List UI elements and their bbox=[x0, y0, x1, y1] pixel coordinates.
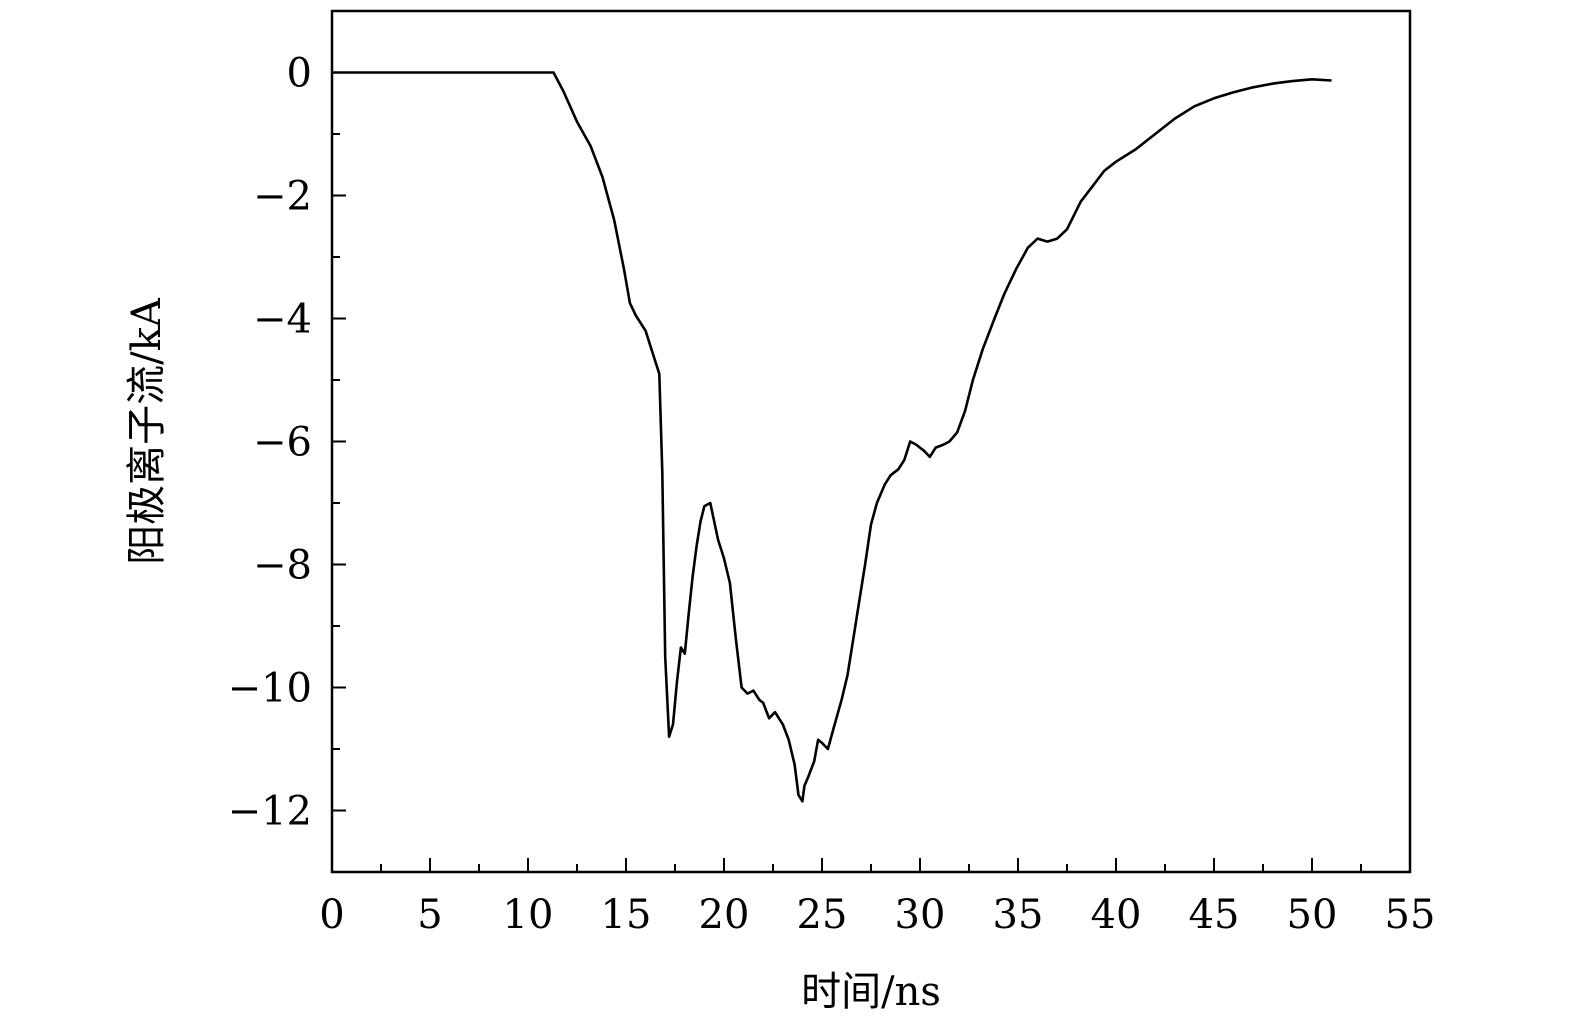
x-tick-label: 50 bbox=[1287, 892, 1338, 938]
x-axis-ticks bbox=[331, 858, 1411, 872]
y-tick-label: −4 bbox=[253, 297, 312, 343]
x-tick-label: 25 bbox=[797, 892, 848, 938]
x-tick-label: 20 bbox=[699, 892, 750, 938]
y-axis-title: 阳极离子流/kA bbox=[124, 297, 170, 565]
x-tick-label: 35 bbox=[993, 892, 1044, 938]
x-tick-label: 40 bbox=[1091, 892, 1142, 938]
y-tick-label: −12 bbox=[228, 789, 312, 835]
y-axis-tick-labels: 0 −2 −4 −6 −8 −10 −12 bbox=[228, 51, 312, 835]
x-tick-label: 45 bbox=[1189, 892, 1240, 938]
data-line bbox=[332, 71, 1332, 803]
y-tick-label: −10 bbox=[228, 666, 312, 712]
x-tick-label: 0 bbox=[319, 892, 344, 938]
y-tick-label: 0 bbox=[287, 51, 312, 97]
y-tick-label: −6 bbox=[253, 420, 312, 466]
x-tick-label: 30 bbox=[895, 892, 946, 938]
x-axis-tick-labels: 0 5 10 15 20 25 30 35 40 45 50 55 bbox=[319, 892, 1435, 938]
y-tick-label: −2 bbox=[253, 174, 312, 220]
x-axis-title: 时间/ns bbox=[801, 969, 941, 1015]
x-tick-label: 10 bbox=[503, 892, 554, 938]
x-tick-label: 5 bbox=[417, 892, 442, 938]
x-tick-label: 55 bbox=[1385, 892, 1436, 938]
plot-frame bbox=[330, 9, 1412, 874]
y-tick-label: −8 bbox=[253, 543, 312, 589]
x-tick-label: 15 bbox=[601, 892, 652, 938]
y-axis-ticks bbox=[332, 10, 346, 873]
